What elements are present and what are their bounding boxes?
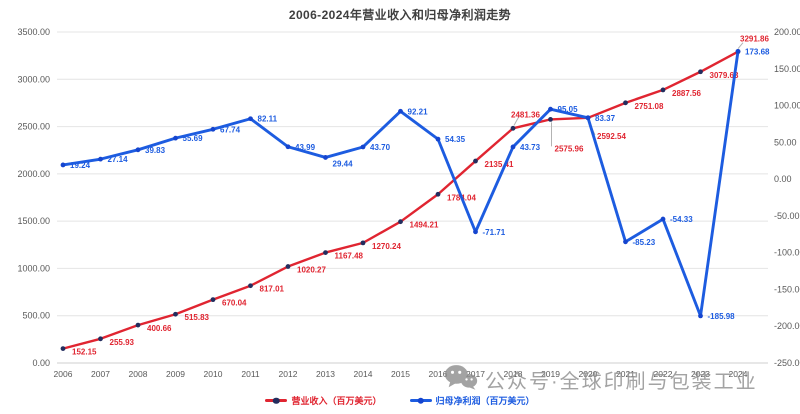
svg-text:2009: 2009 (166, 369, 185, 379)
svg-text:500.00: 500.00 (22, 311, 50, 321)
svg-text:95.05: 95.05 (558, 105, 579, 114)
svg-text:2023: 2023 (691, 369, 710, 379)
svg-text:1494.21: 1494.21 (410, 221, 439, 230)
svg-text:2010: 2010 (204, 369, 223, 379)
chart-title: 2006-2024年营业收入和归母净利润走势 (288, 8, 512, 22)
svg-text:1500.00: 1500.00 (17, 216, 50, 226)
svg-text:0.00: 0.00 (32, 358, 50, 368)
svg-text:92.21: 92.21 (408, 107, 429, 116)
svg-text:3079.63: 3079.63 (710, 71, 739, 80)
svg-text:54.35: 54.35 (445, 135, 466, 144)
svg-text:670.04: 670.04 (222, 299, 247, 308)
svg-text:2007: 2007 (91, 369, 110, 379)
svg-text:2751.08: 2751.08 (635, 102, 664, 111)
svg-text:1000.00: 1000.00 (17, 263, 50, 273)
legend-marker-dot-revenue (273, 397, 280, 404)
legend-item-revenue[interactable]: 营业收入（百万美元） (265, 394, 382, 407)
svg-text:173.68: 173.68 (745, 47, 770, 56)
svg-text:82.11: 82.11 (258, 115, 278, 124)
svg-text:67.74: 67.74 (220, 125, 241, 134)
svg-text:-54.33: -54.33 (670, 215, 693, 224)
svg-text:2016: 2016 (429, 369, 448, 379)
svg-text:27.14: 27.14 (108, 155, 129, 164)
svg-text:817.01: 817.01 (260, 285, 285, 294)
svg-text:2017: 2017 (466, 369, 485, 379)
svg-text:1020.27: 1020.27 (297, 266, 326, 275)
svg-text:-250.00: -250.00 (774, 358, 800, 368)
svg-text:515.83: 515.83 (185, 313, 210, 322)
svg-text:2018: 2018 (504, 369, 523, 379)
legend-marker-net-profit (409, 397, 432, 404)
svg-text:2135.41: 2135.41 (485, 160, 514, 169)
svg-text:2011: 2011 (241, 369, 260, 379)
svg-text:0.00: 0.00 (774, 174, 792, 184)
svg-text:152.15: 152.15 (72, 348, 97, 357)
svg-text:1270.24: 1270.24 (372, 242, 401, 251)
svg-text:2020: 2020 (579, 369, 598, 379)
svg-text:2021: 2021 (616, 369, 635, 379)
svg-text:400.66: 400.66 (147, 324, 172, 333)
svg-text:55.69: 55.69 (183, 134, 204, 143)
svg-text:2013: 2013 (316, 369, 335, 379)
svg-text:3291.86: 3291.86 (740, 35, 769, 44)
svg-text:2015: 2015 (391, 369, 410, 379)
svg-text:150.00: 150.00 (774, 64, 800, 74)
svg-text:100.00: 100.00 (774, 101, 800, 111)
svg-text:200.00: 200.00 (774, 27, 800, 37)
svg-text:2887.56: 2887.56 (672, 89, 701, 98)
svg-text:50.00: 50.00 (774, 137, 797, 147)
svg-text:255.93: 255.93 (110, 338, 135, 347)
svg-text:2024: 2024 (729, 369, 748, 379)
legend-marker-revenue (265, 397, 288, 404)
svg-text:3000.00: 3000.00 (17, 74, 50, 84)
svg-text:83.37: 83.37 (595, 114, 616, 123)
legend-marker-dot-net-profit (417, 397, 424, 404)
svg-text:1167.48: 1167.48 (335, 252, 364, 261)
svg-text:-50.00: -50.00 (774, 211, 800, 221)
svg-text:-85.23: -85.23 (633, 238, 656, 247)
svg-text:29.44: 29.44 (333, 159, 354, 168)
svg-text:2014: 2014 (354, 369, 373, 379)
legend-label-revenue: 营业收入（百万美元） (291, 396, 382, 406)
svg-text:-100.00: -100.00 (774, 248, 800, 258)
svg-text:-185.98: -185.98 (708, 312, 736, 321)
legend-item-net-profit[interactable]: 归母净利润（百万美元） (409, 394, 535, 407)
svg-text:2006: 2006 (54, 369, 73, 379)
svg-text:43.73: 43.73 (520, 143, 541, 152)
svg-text:-150.00: -150.00 (774, 284, 800, 294)
svg-text:43.70: 43.70 (370, 143, 391, 152)
svg-text:-200.00: -200.00 (774, 321, 800, 331)
svg-text:2592.54: 2592.54 (597, 132, 626, 141)
legend-label-net-profit: 归母净利润（百万美元） (435, 396, 535, 406)
svg-text:2500.00: 2500.00 (17, 122, 50, 132)
svg-text:2575.96: 2575.96 (555, 144, 584, 153)
chart-legend: 营业收入（百万美元） 归母净利润（百万美元） (0, 394, 800, 407)
svg-text:2481.36: 2481.36 (511, 110, 540, 119)
svg-text:2012: 2012 (279, 369, 298, 379)
svg-text:2000.00: 2000.00 (17, 169, 50, 179)
svg-text:2019: 2019 (541, 369, 560, 379)
svg-text:3500.00: 3500.00 (17, 27, 50, 37)
svg-text:19.24: 19.24 (70, 161, 91, 170)
svg-text:39.83: 39.83 (145, 146, 166, 155)
svg-text:-71.71: -71.71 (483, 228, 506, 237)
svg-text:2022: 2022 (654, 369, 673, 379)
svg-text:2008: 2008 (129, 369, 148, 379)
svg-text:43.99: 43.99 (295, 143, 316, 152)
